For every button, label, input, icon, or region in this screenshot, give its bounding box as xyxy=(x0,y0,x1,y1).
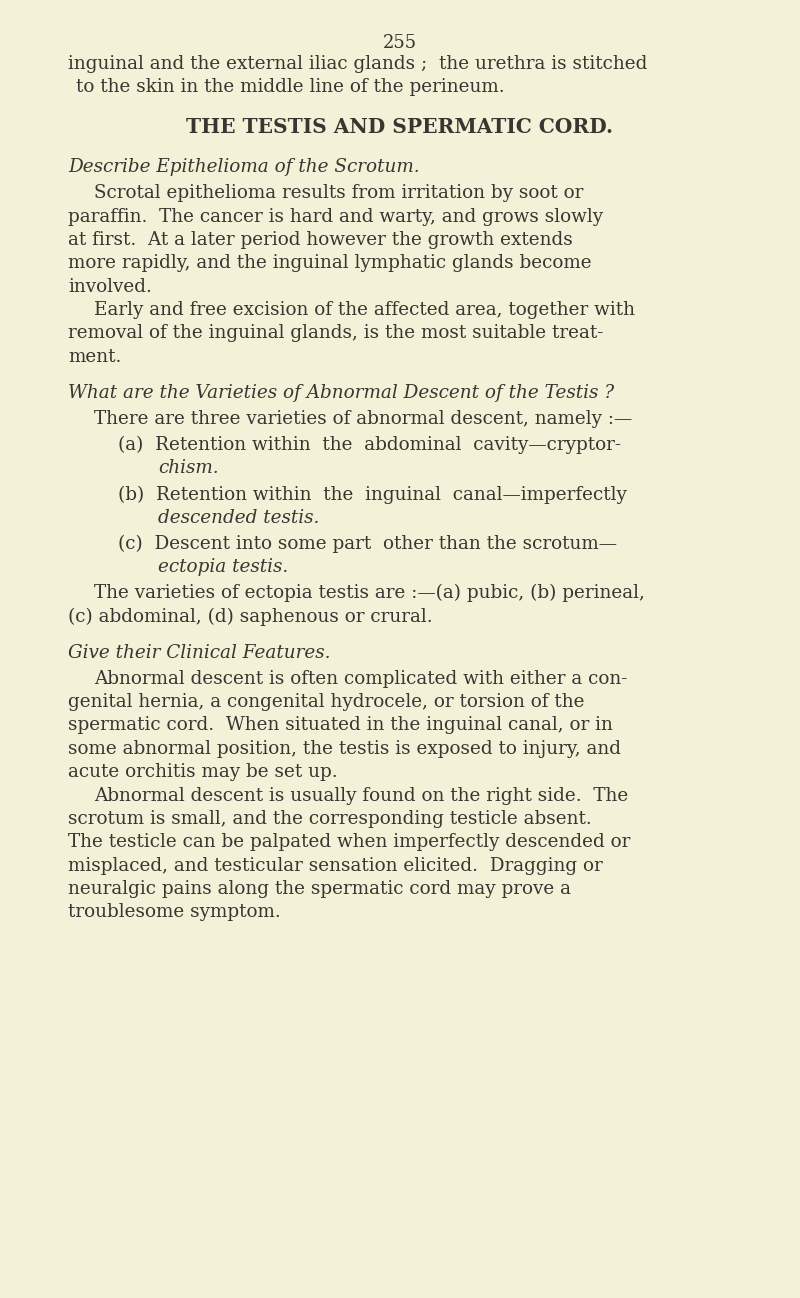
Text: some abnormal position, the testis is exposed to injury, and: some abnormal position, the testis is ex… xyxy=(68,740,621,758)
Text: 255: 255 xyxy=(383,34,417,52)
Text: ment.: ment. xyxy=(68,348,122,366)
Text: What are the Varieties of Abnormal Descent of the Testis ?: What are the Varieties of Abnormal Desce… xyxy=(68,384,614,402)
Text: THE TESTIS AND SPERMATIC CORD.: THE TESTIS AND SPERMATIC CORD. xyxy=(186,117,614,136)
Text: removal of the inguinal glands, is the most suitable treat-: removal of the inguinal glands, is the m… xyxy=(68,324,603,343)
Text: ectopia testis.: ectopia testis. xyxy=(158,558,289,576)
Text: Early and free excision of the affected area, together with: Early and free excision of the affected … xyxy=(94,301,635,319)
Text: misplaced, and testicular sensation elicited.  Dragging or: misplaced, and testicular sensation elic… xyxy=(68,857,602,875)
Text: more rapidly, and the inguinal lymphatic glands become: more rapidly, and the inguinal lymphatic… xyxy=(68,254,592,273)
Text: Give their Clinical Features.: Give their Clinical Features. xyxy=(68,644,330,662)
Text: to the skin in the middle line of the perineum.: to the skin in the middle line of the pe… xyxy=(76,78,505,96)
Text: Abnormal descent is usually found on the right side.  The: Abnormal descent is usually found on the… xyxy=(94,787,629,805)
Text: scrotum is small, and the corresponding testicle absent.: scrotum is small, and the corresponding … xyxy=(68,810,592,828)
Text: Describe Epithelioma of the Scrotum.: Describe Epithelioma of the Scrotum. xyxy=(68,158,420,177)
Text: descended testis.: descended testis. xyxy=(158,509,320,527)
Text: genital hernia, a congenital hydrocele, or torsion of the: genital hernia, a congenital hydrocele, … xyxy=(68,693,585,711)
Text: chism.: chism. xyxy=(158,459,219,478)
Text: acute orchitis may be set up.: acute orchitis may be set up. xyxy=(68,763,338,781)
Text: (c) abdominal, (d) saphenous or crural.: (c) abdominal, (d) saphenous or crural. xyxy=(68,607,433,626)
Text: There are three varieties of abnormal descent, namely :—: There are three varieties of abnormal de… xyxy=(94,410,633,428)
Text: Abnormal descent is often complicated with either a con-: Abnormal descent is often complicated wi… xyxy=(94,670,628,688)
Text: involved.: involved. xyxy=(68,278,152,296)
Text: spermatic cord.  When situated in the inguinal canal, or in: spermatic cord. When situated in the ing… xyxy=(68,716,613,735)
Text: The varieties of ectopia testis are :—(a) pubic, (b) perineal,: The varieties of ectopia testis are :—(a… xyxy=(94,584,646,602)
Text: The testicle can be palpated when imperfectly descended or: The testicle can be palpated when imperf… xyxy=(68,833,630,851)
Text: inguinal and the external iliac glands ;  the urethra is stitched: inguinal and the external iliac glands ;… xyxy=(68,55,647,73)
Text: at first.  At a later period however the growth extends: at first. At a later period however the … xyxy=(68,231,573,249)
Text: paraffin.  The cancer is hard and warty, and grows slowly: paraffin. The cancer is hard and warty, … xyxy=(68,208,603,226)
Text: troublesome symptom.: troublesome symptom. xyxy=(68,903,281,922)
Text: (a)  Retention within  the  abdominal  cavity—cryptor-: (a) Retention within the abdominal cavit… xyxy=(118,436,622,454)
Text: neuralgic pains along the spermatic cord may prove a: neuralgic pains along the spermatic cord… xyxy=(68,880,571,898)
Text: (c)  Descent into some part  other than the scrotum—: (c) Descent into some part other than th… xyxy=(118,535,618,553)
Text: (b)  Retention within  the  inguinal  canal—imperfectly: (b) Retention within the inguinal canal—… xyxy=(118,485,627,504)
Text: Scrotal epithelioma results from irritation by soot or: Scrotal epithelioma results from irritat… xyxy=(94,184,584,202)
